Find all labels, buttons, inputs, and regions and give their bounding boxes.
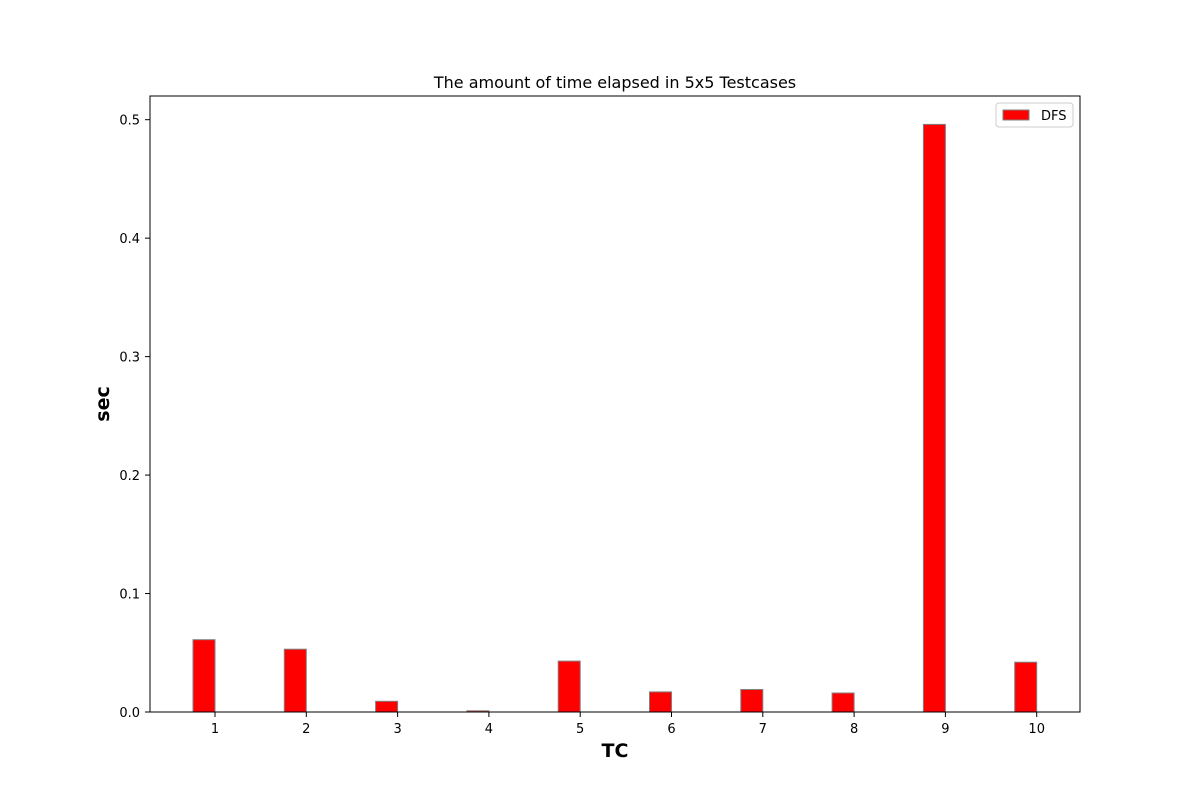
bar-tc-10 (1014, 661, 1038, 713)
y-ticks-group: 0.0 0.1 0.2 0.3 0.4 0.5 (119, 114, 150, 721)
legend-swatch-dfs (1002, 109, 1030, 121)
x-tick-label: 7 (759, 722, 767, 737)
legend-label-dfs: DFS (1041, 109, 1067, 124)
x-tick-label: 1 (211, 722, 219, 737)
bar-tc-5 (557, 660, 581, 713)
y-tick-label: 0.0 (119, 706, 140, 721)
chart-title: The amount of time elapsed in 5x5 Testca… (433, 73, 796, 92)
x-tick-label: 3 (393, 722, 401, 737)
bar-tc-1 (192, 639, 216, 713)
y-tick-label: 0.2 (119, 469, 140, 484)
x-tick-label: 9 (941, 722, 949, 737)
bar-tc-2 (283, 648, 307, 713)
legend: DFS (995, 102, 1074, 128)
bar-tc-6 (649, 691, 672, 713)
bar-tc-9 (922, 123, 946, 713)
x-tick-label: 8 (850, 722, 858, 737)
x-tick-label: 5 (576, 722, 584, 737)
x-tick-label: 2 (302, 722, 310, 737)
bar-tc-8 (831, 692, 855, 713)
x-tick-label: 4 (485, 722, 493, 737)
x-axis-label: TC (602, 740, 629, 762)
y-tick-label: 0.5 (119, 114, 140, 129)
y-tick-label: 0.3 (119, 351, 140, 366)
bars-group (192, 123, 1038, 713)
x-tick-label: 10 (1028, 722, 1045, 737)
plot-frame (149, 95, 1081, 713)
x-tick-label: 6 (667, 722, 675, 737)
legend-frame (995, 102, 1074, 128)
y-tick-label: 0.1 (119, 588, 140, 603)
y-axis-label: sec (92, 386, 114, 421)
bar-tc-7 (740, 689, 764, 713)
bar-tc-3 (375, 700, 399, 713)
y-tick-label: 0.4 (119, 232, 140, 247)
x-ticks-group: 1 2 3 4 5 6 7 8 9 10 (211, 712, 1045, 737)
